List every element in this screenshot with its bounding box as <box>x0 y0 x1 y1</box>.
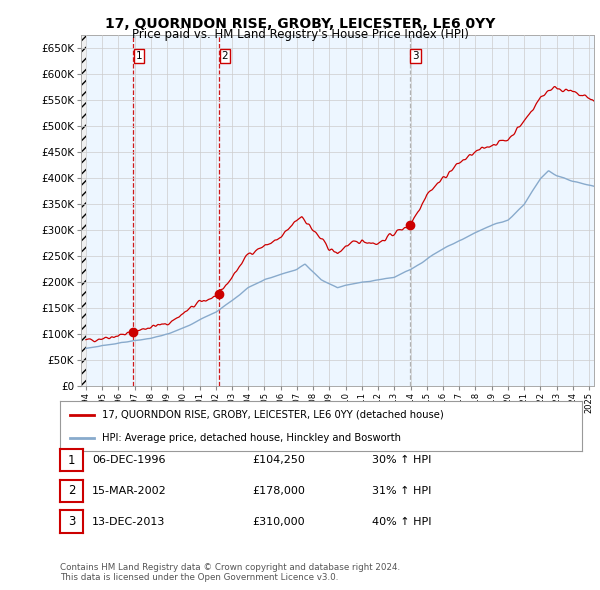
Text: 1: 1 <box>136 51 142 61</box>
Bar <box>410 35 594 386</box>
Text: HPI: Average price, detached house, Hinckley and Bosworth: HPI: Average price, detached house, Hinc… <box>102 433 401 443</box>
Text: 17, QUORNDON RISE, GROBY, LEICESTER, LE6 0YY: 17, QUORNDON RISE, GROBY, LEICESTER, LE6… <box>105 17 495 31</box>
Text: 13-DEC-2013: 13-DEC-2013 <box>92 517 165 526</box>
Text: £104,250: £104,250 <box>252 455 305 465</box>
Text: 40% ↑ HPI: 40% ↑ HPI <box>372 517 431 526</box>
Text: 31% ↑ HPI: 31% ↑ HPI <box>372 486 431 496</box>
Text: 06-DEC-1996: 06-DEC-1996 <box>92 455 166 465</box>
Text: £310,000: £310,000 <box>252 517 305 526</box>
Text: Price paid vs. HM Land Registry's House Price Index (HPI): Price paid vs. HM Land Registry's House … <box>131 28 469 41</box>
Bar <box>219 35 410 386</box>
Text: 3: 3 <box>412 51 419 61</box>
Text: 3: 3 <box>68 515 75 528</box>
Text: 1: 1 <box>68 454 75 467</box>
Text: Contains HM Land Registry data © Crown copyright and database right 2024.
This d: Contains HM Land Registry data © Crown c… <box>60 563 400 582</box>
Text: 30% ↑ HPI: 30% ↑ HPI <box>372 455 431 465</box>
Bar <box>86 35 133 386</box>
Text: £178,000: £178,000 <box>252 486 305 496</box>
Text: 15-MAR-2002: 15-MAR-2002 <box>92 486 167 496</box>
Bar <box>133 35 219 386</box>
Text: 2: 2 <box>221 51 228 61</box>
Text: 17, QUORNDON RISE, GROBY, LEICESTER, LE6 0YY (detached house): 17, QUORNDON RISE, GROBY, LEICESTER, LE6… <box>102 409 443 419</box>
Text: 2: 2 <box>68 484 75 497</box>
Bar <box>81 35 86 386</box>
